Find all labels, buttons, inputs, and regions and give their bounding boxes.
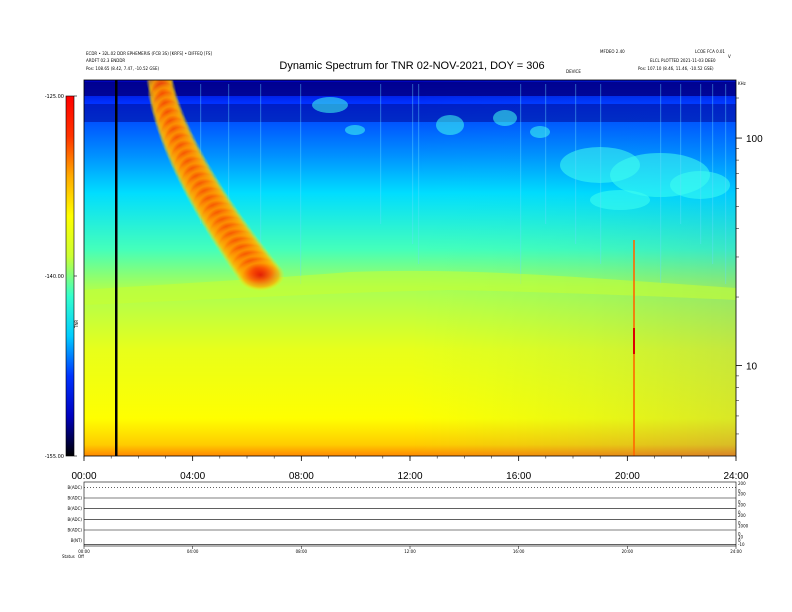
panel-x-tick-label: 12:00 [404, 549, 416, 554]
top-dark-band [84, 82, 736, 96]
panel-tick-label: 1000 [738, 524, 749, 529]
streak [712, 84, 714, 264]
cyan-patch [530, 126, 550, 138]
panel-tick-label: 0 [738, 489, 741, 494]
panel-x-tick-label: 08:00 [296, 549, 308, 554]
footer-value: Off [78, 554, 84, 559]
streak [725, 84, 727, 284]
lower-panel-x-axis: 00:00 04:00 08:00 12:00 16:00 20:00 24:00 [78, 546, 742, 554]
colorbar-tick-label: -155.00 [45, 454, 64, 460]
colorbar-tick-label: -140.00 [45, 274, 64, 280]
y-axis-right: 100 10 [736, 97, 763, 435]
chart-title: Dynamic Spectrum for TNR 02-NOV-2021, DO… [279, 60, 544, 72]
spectrogram-plot [84, 80, 736, 456]
header-right-line3: ELCL PLOTTED 2021-11-03 DEE0 [650, 58, 716, 63]
y-tick-label: 10 [746, 361, 758, 372]
panel-tick-label: 10 [738, 534, 744, 539]
streak [418, 84, 420, 264]
header-left-line2: ARDFT 02.3 ENDDR [86, 58, 125, 63]
header-left-line3: Pos: 108.65 (8.42, 7.47, -10.52 GSE) [86, 66, 159, 71]
lower-panel-rows: B(ADC)2000B(ADC)2000B(ADC)2000B(ADC)2000… [68, 481, 749, 547]
x-axis: 00:00 04:00 08:00 12:00 16:00 20:00 24:00 [71, 456, 749, 482]
panel-x-tick-label: 20:00 [622, 549, 634, 554]
panel-tick-label: 0 [738, 510, 741, 515]
x-tick-label: 04:00 [180, 471, 205, 482]
panel-x-tick-label: 00:00 [78, 549, 90, 554]
panel-tick-label: 0 [738, 531, 741, 536]
panel-tick-label: 200 [738, 513, 746, 518]
header-corner: V [728, 54, 731, 59]
panel-tick-label: 200 [738, 481, 746, 486]
panel-row-label: B(NT) [71, 538, 83, 543]
cyan-patches [312, 97, 730, 210]
panel-tick-label: 0 [738, 521, 741, 526]
x-tick-label: 08:00 [289, 471, 314, 482]
cyan-patch [345, 125, 365, 135]
cyan-patch [312, 97, 348, 113]
colorbar-ticks: -125.00 -140.00 -155.00 [45, 94, 77, 460]
panel-row-label: B(ADC) [68, 496, 83, 501]
panel-tick-label: 0 [738, 499, 741, 504]
panel-row-label: B(ADC) [68, 528, 83, 533]
top-dark-band-2 [84, 104, 736, 122]
panel-row-label: B(ADC) [68, 506, 83, 511]
panel-tick-label: 200 [738, 502, 746, 507]
streak [228, 84, 230, 244]
type-iii-burst [146, 80, 285, 291]
panel-tick-label: -10 [738, 542, 745, 547]
colorbar-tick-label: -125.00 [45, 94, 64, 100]
panel-x-tick-label: 24:00 [730, 549, 742, 554]
header-far-right: KHz [738, 81, 746, 86]
burst-segment [236, 258, 285, 291]
panel-tick-label: 0 [738, 538, 741, 543]
data-gap-line [115, 80, 118, 456]
x-tick-label: 20:00 [615, 471, 640, 482]
streak [600, 84, 602, 264]
streak [575, 84, 577, 244]
x-tick-label: 24:00 [723, 471, 748, 482]
header-right-line4: Pos: 107.10 (8.46, 11.46, -10.52 GSE) [638, 66, 714, 71]
streak [300, 84, 302, 284]
x-tick-label: 12:00 [397, 471, 422, 482]
streak [412, 84, 414, 244]
x-tick-label: 00:00 [71, 471, 96, 482]
panel-x-tick-label: 16:00 [513, 549, 525, 554]
header-mid-small: DEVICE [566, 69, 581, 74]
panel-row-label: B(ADC) [68, 517, 83, 522]
footer-label: Status [62, 554, 75, 559]
colorbar [65, 95, 75, 457]
streak [545, 84, 547, 224]
cyan-patch [670, 171, 730, 199]
red-spike-core [633, 328, 635, 354]
cyan-patch [493, 110, 517, 126]
y-tick-label: 100 [746, 134, 763, 145]
plasma-line-band [84, 270, 736, 305]
panel-x-tick-label: 04:00 [187, 549, 199, 554]
cyan-patch [590, 190, 650, 210]
panel-row-label: B(ADC) [68, 485, 83, 490]
streak [680, 84, 682, 224]
streak [660, 84, 662, 284]
streak [260, 84, 262, 264]
cyan-patch [436, 115, 464, 135]
header-right-line1: MFDEO 2.40 [600, 49, 625, 54]
colorbar-label: TNR [74, 320, 79, 329]
lower-panel-frame [83, 481, 737, 547]
header-right-line2: LCOE FCA 0.01 [695, 49, 725, 54]
panel-tick-label: 200 [738, 492, 746, 497]
streak [380, 84, 382, 224]
streak [700, 84, 702, 244]
header-left-line1: ECDR • 32L.02 DDR EPHEMERIS (FCB 3S) [KR… [86, 51, 212, 56]
x-tick-label: 16:00 [506, 471, 531, 482]
streak [520, 84, 522, 284]
